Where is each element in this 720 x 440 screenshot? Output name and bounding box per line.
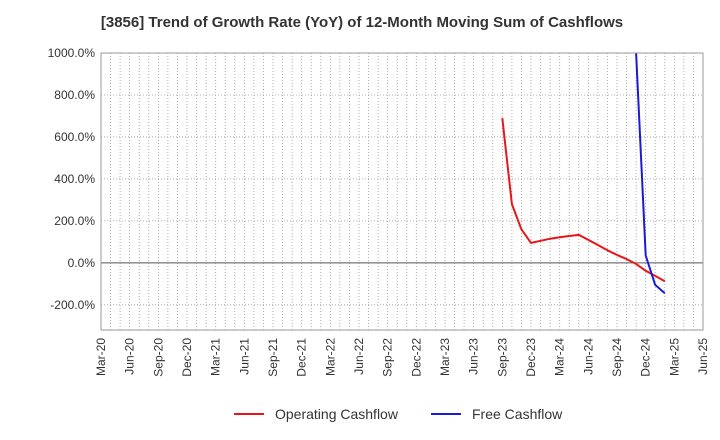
y-tick-label: 600.0% (54, 130, 95, 144)
chart-title: [3856] Trend of Growth Rate (YoY) of 12-… (101, 14, 623, 31)
legend-label: Free Cashflow (472, 406, 563, 422)
plot-area (101, 53, 703, 330)
x-tick-label: Jun-25 (696, 338, 710, 375)
legend: Operating Cashflow Free Cashflow (234, 406, 563, 422)
x-tick-label: Jun-21 (237, 338, 251, 375)
x-tick-label: Jun-24 (581, 338, 595, 375)
legend-label: Operating Cashflow (275, 406, 399, 422)
x-tick-label: Mar-25 (667, 338, 681, 376)
x-axis-ticks: Mar-20 Jun-20 Sep-20 Dec-20 Mar-21 Jun-21 Sep-… (94, 338, 710, 377)
x-tick-label: Sep-20 (151, 338, 165, 377)
y-tick-label: 0.0% (68, 256, 96, 270)
x-tick-label: Sep-23 (495, 338, 509, 377)
y-axis-ticks: 1000.0% 800.0% 600.0% 400.0% 200.0% 0.0% -200.… (48, 46, 96, 312)
y-tick-label: 400.0% (54, 172, 95, 186)
x-tick-label: Dec-22 (409, 338, 423, 377)
y-tick-label: 800.0% (54, 88, 95, 102)
series-layer (501, 52, 666, 295)
x-tick-label: Dec-24 (639, 338, 653, 377)
x-tick-label: Sep-22 (381, 338, 395, 377)
x-tick-label: Dec-21 (295, 338, 309, 377)
x-tick-label: Mar-24 (553, 338, 567, 376)
x-tick-label: Mar-23 (438, 338, 452, 376)
x-tick-label: Sep-21 (266, 338, 280, 377)
y-tick-label: 1000.0% (48, 46, 96, 60)
x-tick-label: Dec-23 (524, 338, 538, 377)
x-tick-label: Mar-20 (94, 338, 108, 376)
y-tick-label: 200.0% (54, 214, 95, 228)
x-tick-label: Jun-20 (123, 338, 137, 375)
grid-lines (101, 52, 703, 330)
x-tick-label: Sep-24 (610, 338, 624, 377)
x-tick-label: Jun-23 (467, 338, 481, 375)
series-line-operating-cashflow (501, 117, 666, 283)
plot-border (100, 52, 704, 331)
x-tick-label: Mar-21 (209, 338, 223, 376)
x-tick-label: Jun-22 (352, 338, 366, 375)
y-tick-label: -200.0% (50, 298, 95, 312)
series-line-free-cashflow (635, 52, 666, 295)
x-tick-label: Mar-22 (323, 338, 337, 376)
x-tick-label: Dec-20 (180, 338, 194, 377)
